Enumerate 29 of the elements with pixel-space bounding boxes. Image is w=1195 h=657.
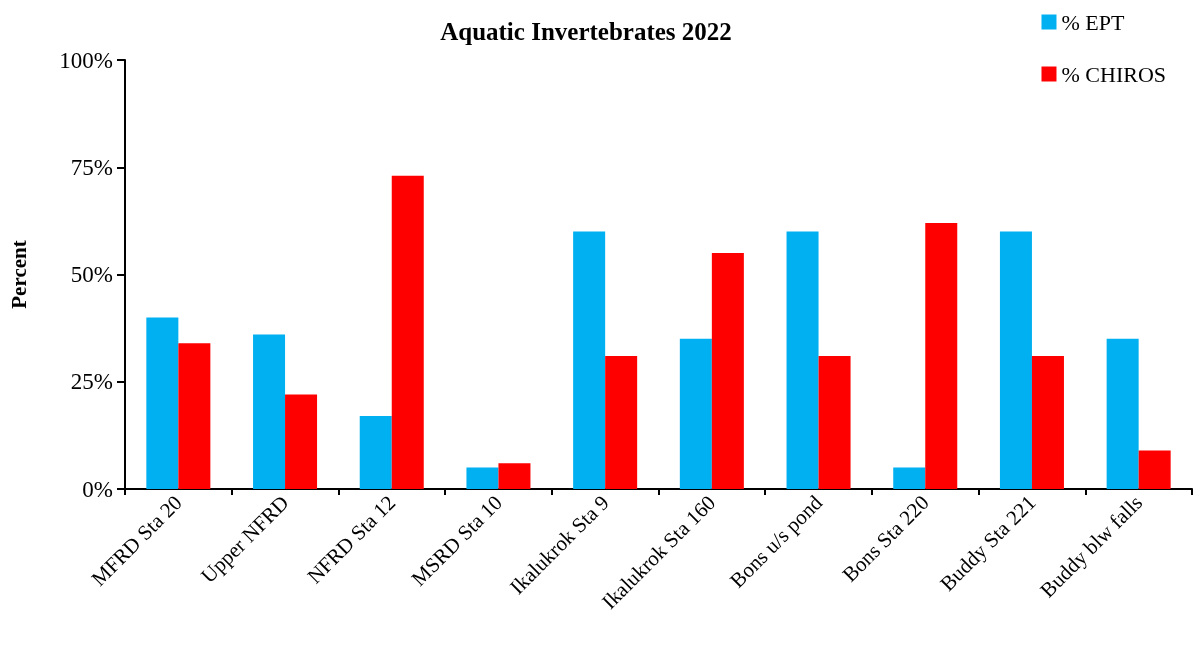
y-tick-label: 25% (70, 369, 113, 395)
bar (253, 334, 286, 489)
bar (391, 175, 424, 489)
bar (893, 467, 926, 489)
bar (786, 231, 819, 489)
bar (711, 253, 744, 489)
bar (285, 394, 318, 489)
bar (1031, 356, 1064, 489)
bar (818, 356, 851, 489)
bar (925, 223, 958, 489)
y-tick-label: 75% (70, 154, 113, 180)
bar (1138, 450, 1171, 489)
y-axis-title: Percent (6, 240, 31, 309)
legend-label: % EPT (1061, 9, 1125, 35)
bar (1106, 338, 1139, 489)
bar (999, 231, 1032, 489)
bar (679, 338, 712, 489)
bar (359, 416, 392, 489)
bar (498, 463, 531, 489)
bar (605, 356, 638, 489)
bar (573, 231, 606, 489)
bar (466, 467, 499, 489)
bar (178, 343, 211, 489)
y-tick-label: 100% (59, 47, 113, 73)
chart-title: Aquatic Invertebrates 2022 (440, 18, 732, 45)
legend-label: % CHIROS (1061, 61, 1166, 87)
bar (146, 317, 179, 489)
y-tick-label: 50% (70, 262, 113, 287)
y-tick-label: 0% (82, 476, 113, 502)
